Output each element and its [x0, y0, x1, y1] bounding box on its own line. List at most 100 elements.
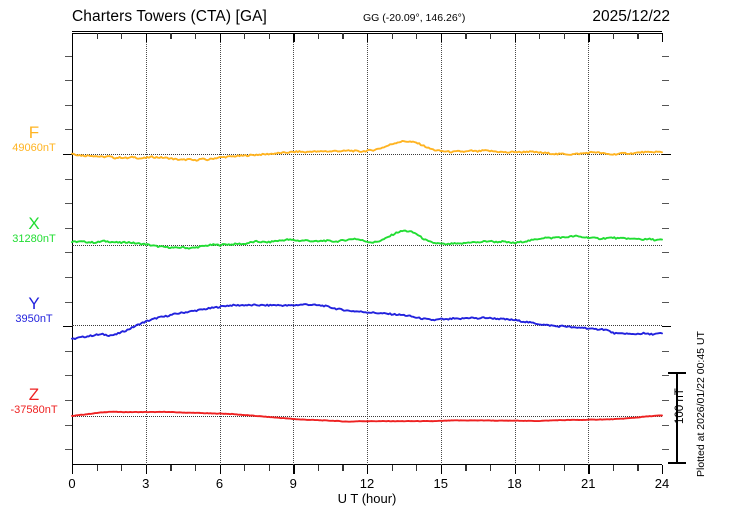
vertical-gridline	[514, 33, 516, 465]
x-tick-top	[489, 33, 492, 39]
x-tick-bottom	[367, 465, 369, 474]
y-tick-right	[662, 252, 669, 254]
y-tick-right	[662, 154, 671, 156]
x-tick-top	[539, 33, 541, 39]
y-tick-left	[65, 351, 72, 353]
component-baseline-value: 31280nT	[12, 232, 56, 245]
x-tick-label: 3	[142, 476, 150, 491]
x-tick-bottom	[194, 465, 197, 471]
y-tick-left	[65, 302, 72, 304]
x-tick-bottom	[145, 465, 148, 474]
station-title: Charters Towers (CTA) [GA]	[72, 8, 267, 25]
scale-bar: 100 nT	[666, 372, 688, 464]
y-tick-left	[65, 179, 72, 181]
y-tick-left	[65, 375, 72, 377]
component-symbol: X	[28, 214, 40, 233]
vertical-gridline	[367, 33, 368, 465]
x-tick-bottom	[416, 465, 418, 471]
y-tick-left	[63, 326, 72, 328]
x-tick-top	[145, 33, 148, 42]
y-tick-right	[662, 179, 669, 181]
x-tick-bottom	[268, 465, 270, 471]
y-tick-left	[65, 400, 72, 402]
x-tick-top	[72, 33, 74, 42]
y-tick-left	[65, 425, 72, 427]
x-tick-label: 0	[68, 476, 76, 491]
x-tick-top	[465, 33, 467, 39]
component-symbol: Y	[28, 294, 40, 313]
x-tick-bottom	[317, 465, 320, 471]
x-tick-bottom	[465, 465, 467, 471]
y-tick-right	[662, 449, 669, 451]
x-tick-label: 24	[654, 476, 670, 491]
y-axis-line	[72, 33, 74, 465]
y-tick-left	[65, 228, 72, 230]
x-tick-top	[342, 33, 344, 39]
component-label-y: Y 3950nT	[2, 295, 66, 325]
baseline-y	[72, 325, 662, 326]
vertical-gridline	[293, 33, 295, 465]
x-tick-top	[662, 33, 664, 42]
y-tick-right	[662, 277, 669, 279]
x-tick-top	[219, 33, 221, 42]
x-tick-top	[416, 33, 418, 39]
x-tick-top	[121, 33, 123, 39]
baseline-f	[72, 154, 662, 155]
x-tick-top	[293, 33, 295, 42]
magnetogram-plot-area	[63, 33, 671, 474]
baseline-z	[72, 416, 662, 417]
vertical-gridline	[440, 33, 442, 465]
vertical-gridline	[219, 33, 221, 465]
x-tick-label: 6	[215, 476, 224, 491]
x-tick-bottom	[440, 465, 443, 474]
scale-bar-line	[676, 372, 678, 464]
vertical-gridline	[145, 33, 147, 465]
vertical-gridline	[588, 33, 590, 465]
x-tick-label: 9	[289, 476, 297, 491]
observation-date: 2025/12/22	[592, 8, 670, 25]
x-tick-bottom	[342, 465, 344, 471]
x-tick-bottom	[514, 465, 516, 474]
y-tick-right	[662, 326, 671, 328]
y-tick-left	[65, 252, 72, 254]
y-tick-right	[662, 425, 669, 427]
y-tick-left	[65, 277, 72, 279]
x-tick-bottom	[293, 465, 295, 474]
x-tick-top	[96, 33, 98, 39]
x-tick-top	[588, 33, 590, 42]
x-tick-top	[170, 33, 172, 39]
x-tick-top	[244, 33, 246, 39]
x-tick-top	[612, 33, 615, 39]
x-tick-bottom	[539, 465, 541, 471]
x-tick-bottom	[612, 465, 615, 471]
trace-curves	[71, 139, 663, 423]
y-tick-right	[662, 302, 669, 304]
y-tick-right	[662, 375, 669, 377]
component-label-x: X 31280nT	[2, 215, 66, 245]
x-tick-top	[367, 33, 369, 42]
y-tick-right	[662, 351, 669, 353]
x-tick-label: 15	[433, 476, 448, 491]
component-label-f: F 49060nT	[2, 124, 66, 154]
component-baseline-value: -37580nT	[10, 403, 58, 416]
x-tick-top	[440, 33, 443, 42]
x-tick-top	[563, 33, 565, 39]
x-tick-bottom	[391, 465, 393, 471]
x-tick-bottom	[662, 465, 664, 474]
x-tick-bottom	[121, 465, 123, 471]
trace-z	[71, 410, 663, 423]
y-tick-left	[65, 105, 72, 107]
trace-y	[71, 303, 663, 341]
component-baseline-value: 3950nT	[15, 312, 53, 325]
y-tick-right	[662, 228, 669, 230]
x-tick-label: 21	[581, 476, 596, 491]
y-tick-left	[65, 56, 72, 58]
x-tick-bottom	[244, 465, 246, 471]
plotted-at-timestamp: Plotted at 2026/01/22 00:45 UT	[695, 331, 707, 477]
y-tick-right	[662, 56, 669, 58]
x-tick-top	[637, 33, 639, 39]
trace-f	[71, 139, 663, 162]
component-symbol: Z	[28, 385, 40, 404]
x-tick-bottom	[637, 465, 639, 471]
